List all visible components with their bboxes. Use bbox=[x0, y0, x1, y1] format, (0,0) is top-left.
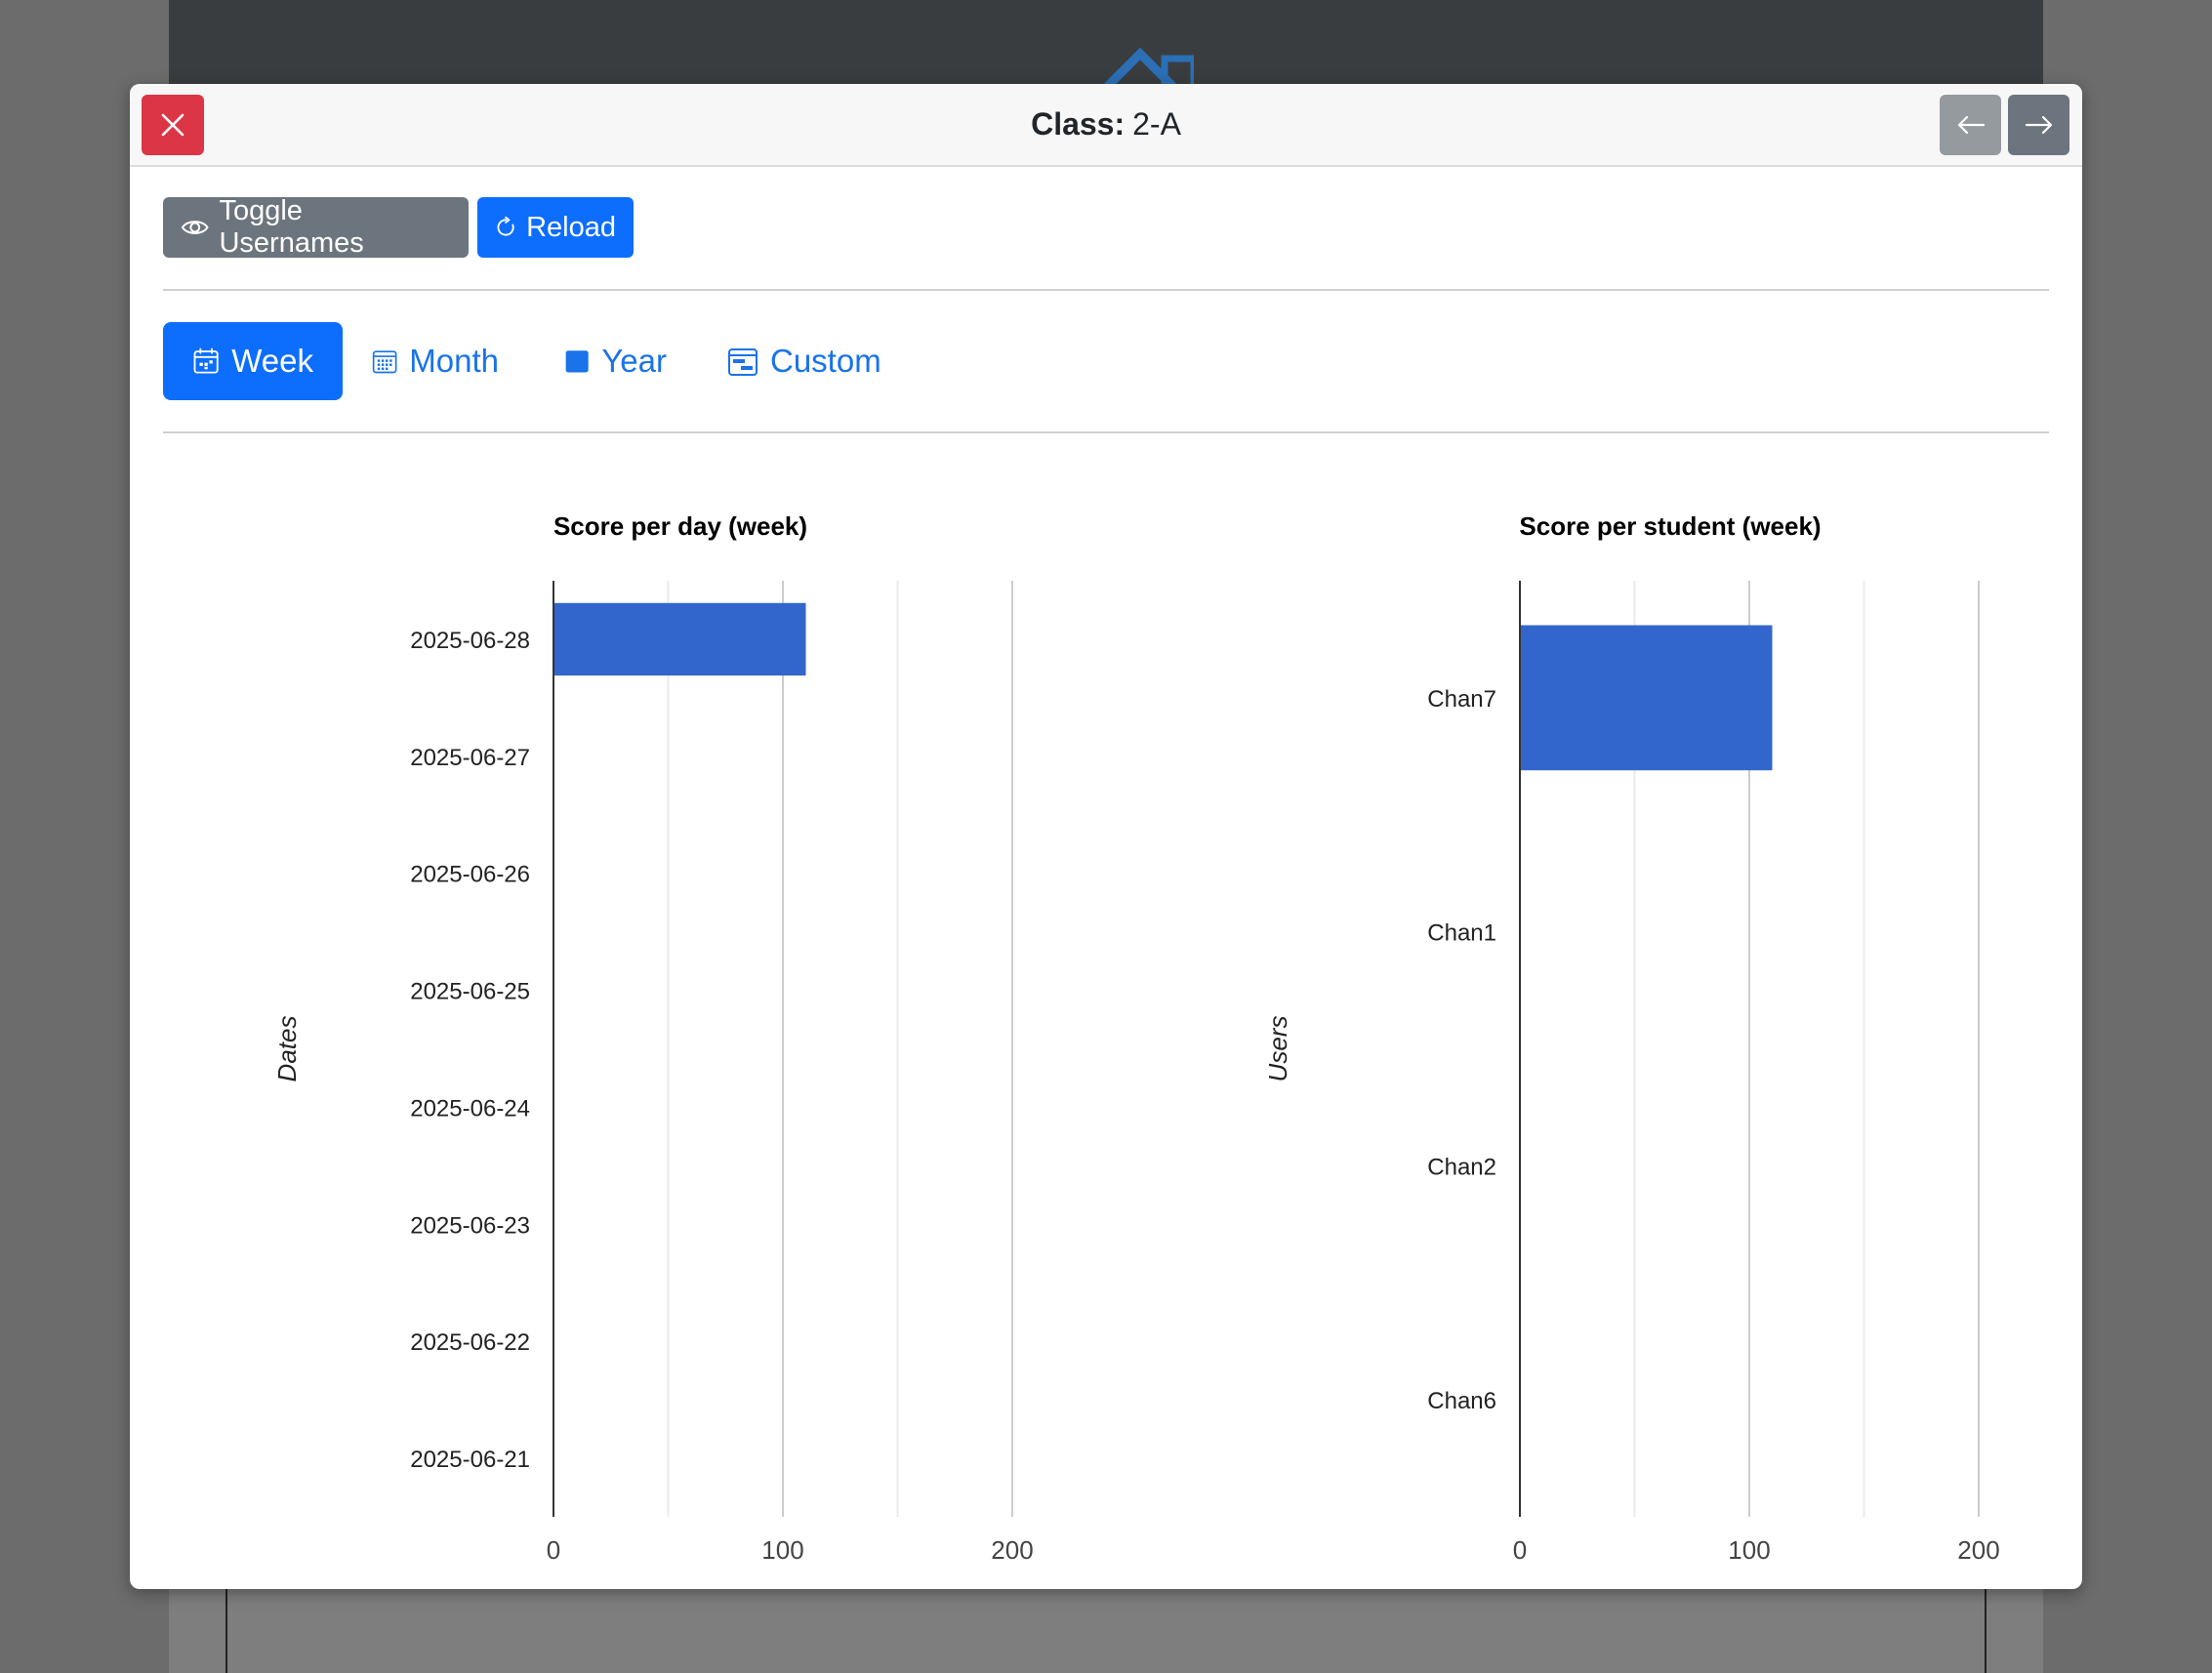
previous-button[interactable] bbox=[1940, 95, 2001, 155]
modal-title-value: 2-A bbox=[1132, 106, 1181, 142]
class-modal: Class: 2-A Toggle Usernames Reload bbox=[130, 84, 2082, 1589]
tab-week[interactable]: Week bbox=[163, 322, 343, 400]
tab-custom-label: Custom bbox=[770, 343, 881, 379]
arrow-right-icon bbox=[2025, 115, 2052, 135]
modal-title-label: Class: bbox=[1031, 106, 1126, 142]
chart-title: Score per day (week) bbox=[553, 511, 807, 541]
category-label: 2025-06-25 bbox=[410, 979, 530, 1005]
background-divider bbox=[225, 1586, 227, 1673]
calendar-range-icon bbox=[728, 348, 758, 376]
calendar-week-icon bbox=[193, 347, 219, 374]
bar-2025-06-28 bbox=[553, 602, 806, 676]
tab-year[interactable]: Year bbox=[535, 322, 696, 400]
tick-label: 200 bbox=[991, 1535, 1033, 1565]
category-label: Chan2 bbox=[1427, 1154, 1496, 1180]
calendar-year-icon bbox=[565, 350, 589, 373]
reload-label: Reload bbox=[526, 211, 616, 243]
tick-label: 0 bbox=[1513, 1535, 1527, 1565]
close-icon bbox=[161, 113, 184, 137]
calendar-month-icon bbox=[372, 350, 397, 374]
category-label: Chan1 bbox=[1427, 920, 1496, 947]
category-label: Chan7 bbox=[1427, 686, 1496, 713]
chart-title: Score per student (week) bbox=[1519, 511, 1821, 541]
logo-icon bbox=[1102, 47, 1194, 88]
bar-Chan7 bbox=[1520, 625, 1773, 771]
category-label: 2025-06-26 bbox=[410, 862, 530, 888]
modal-header: Class: 2-A bbox=[130, 84, 2082, 167]
tick-label: 100 bbox=[761, 1535, 803, 1565]
tab-custom[interactable]: Custom bbox=[698, 322, 922, 400]
toggle-usernames-button[interactable]: Toggle Usernames bbox=[163, 195, 469, 259]
category-label: 2025-06-21 bbox=[410, 1447, 530, 1473]
toolbar-divider bbox=[163, 289, 2049, 291]
y-axis-label: Users bbox=[1263, 1016, 1292, 1082]
reload-button[interactable]: Reload bbox=[477, 197, 634, 258]
modal-title: Class: 2-A bbox=[130, 84, 2082, 165]
tick-label: 0 bbox=[547, 1535, 560, 1565]
eye-icon bbox=[181, 221, 209, 234]
reload-icon bbox=[497, 216, 514, 236]
tab-month[interactable]: Month bbox=[343, 322, 528, 400]
category-label: 2025-06-22 bbox=[410, 1329, 530, 1356]
tab-month-label: Month bbox=[409, 343, 499, 379]
tick-label: 200 bbox=[1957, 1535, 1999, 1565]
background-divider bbox=[1985, 1586, 1987, 1673]
category-label: Chan6 bbox=[1427, 1388, 1496, 1414]
tabs-divider bbox=[163, 431, 2049, 433]
charts-area: 2025-06-28 2025-06-27 2025-06-26 2025-06-25… bbox=[272, 511, 2000, 1565]
category-label: 2025-06-24 bbox=[410, 1095, 530, 1122]
tab-week-label: Week bbox=[231, 343, 313, 379]
close-button[interactable] bbox=[142, 95, 204, 155]
arrow-left-icon bbox=[1957, 115, 1985, 135]
next-button[interactable] bbox=[2008, 95, 2069, 155]
tab-year-label: Year bbox=[601, 343, 667, 379]
y-axis-label: Dates bbox=[272, 1016, 302, 1082]
category-label: 2025-06-27 bbox=[410, 745, 530, 771]
category-label: 2025-06-28 bbox=[410, 628, 530, 654]
background-header bbox=[169, 0, 2043, 88]
tick-label: 100 bbox=[1728, 1535, 1770, 1565]
toggle-usernames-label: Toggle Usernames bbox=[219, 195, 364, 259]
category-label: 2025-06-23 bbox=[410, 1212, 530, 1239]
